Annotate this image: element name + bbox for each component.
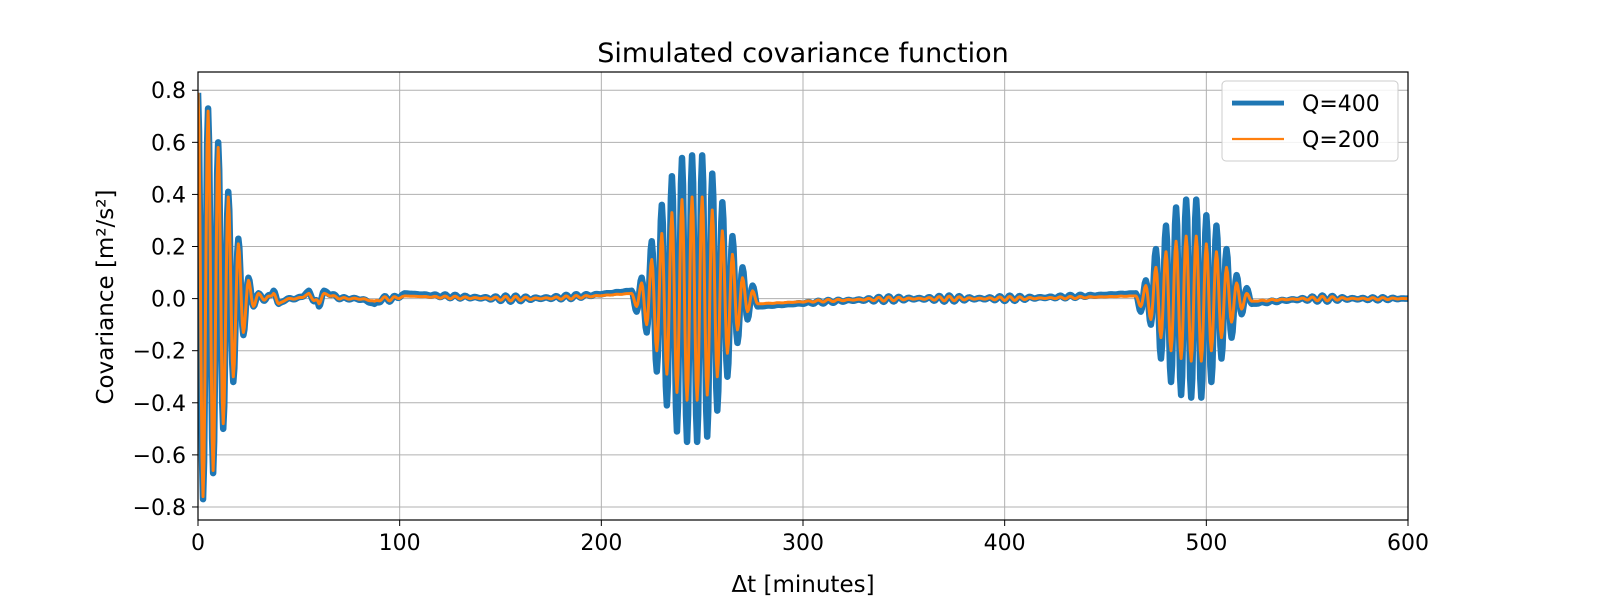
x-axis-label: Δt [minutes]: [731, 572, 874, 598]
ticks: 0 100 200 300 400 500 600 −0.8 −0.6 −0.4 −0.2 0.0 0.…: [133, 79, 1429, 556]
y-tick-label: 0.2: [151, 236, 186, 261]
y-tick-label: −0.6: [133, 444, 186, 469]
x-tick-label: 400: [984, 531, 1026, 556]
y-tick-label: 0.8: [151, 79, 186, 104]
x-tick-label: 500: [1185, 531, 1227, 556]
y-tick-label: −0.8: [133, 496, 186, 521]
chart-title: Simulated covariance function: [597, 38, 1009, 69]
legend-label: Q=200: [1302, 128, 1380, 153]
plot-area: [198, 92, 1408, 503]
x-tick-label: 300: [782, 531, 824, 556]
legend-label: Q=400: [1302, 92, 1380, 117]
grid: [197, 72, 1409, 520]
y-tick-label: −0.2: [133, 340, 186, 365]
y-axis-label: Covariance [m²/s²]: [93, 190, 119, 405]
y-tick-label: 0.4: [151, 183, 186, 208]
x-tick-label: 100: [379, 531, 421, 556]
x-tick-label: 200: [580, 531, 622, 556]
x-tick-label: 0: [191, 531, 205, 556]
y-tick-label: −0.4: [133, 392, 186, 417]
legend: Q=400 Q=200: [1221, 80, 1399, 162]
y-tick-label: 0.6: [151, 131, 186, 156]
y-tick-label: 0.0: [151, 288, 186, 313]
series-line-q200: [198, 92, 1408, 499]
x-tick-label: 600: [1387, 531, 1429, 556]
